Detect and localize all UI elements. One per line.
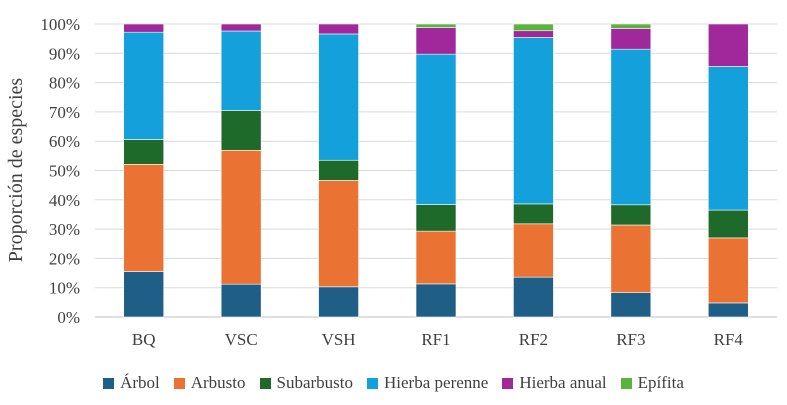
bar-segment [513,203,554,225]
y-tick-label: 0% [57,308,80,327]
bar-segment [220,110,262,151]
legend-label: Hierba anual [519,373,607,392]
legend-item: Epífita [620,373,684,393]
legend: Árbol Arbusto Subarbusto Hierba perenne Hier… [0,368,787,398]
legend-swatch [173,377,185,389]
bar-segment [610,204,652,226]
bar-segment [610,23,652,29]
y-tick-label: 70% [49,103,80,122]
legend-label: Subarbusto [276,373,354,392]
legend-item: Arbusto [173,373,246,393]
y-tick-label: 20% [49,249,80,268]
bar-segment [415,230,457,285]
x-tick-label: VSH [322,330,356,349]
x-tick-label: BQ [132,330,156,349]
legend-label: Arbusto [190,373,246,392]
bar-segment [318,180,359,288]
bar-segment [123,23,165,33]
legend-label: Árbol [120,373,160,392]
y-tick-label: 80% [49,74,80,93]
y-tick-label: 100% [40,15,80,34]
y-tick-labels: 0% 10% 20% 30% 40% 50% 60% 70% 80% 90% 100% [40,15,80,327]
bar-segment [513,37,554,205]
bar-segment [220,23,262,32]
bar-segment [123,139,165,165]
bar-segment [220,30,262,111]
legend-swatch [367,377,379,389]
bars [123,23,749,318]
legend-swatch [103,377,115,389]
y-tick-label: 10% [49,279,80,298]
bar-segment [123,164,165,272]
bar-segment [610,224,652,293]
bar-segment [513,276,554,318]
bar-segment [123,31,165,140]
y-tick-label: 60% [49,132,80,151]
legend-item: Árbol [103,373,160,393]
bar-segment [415,23,457,28]
x-tick-label: RF4 [714,330,744,349]
legend-item: Subarbusto [259,373,354,393]
bar-segment [318,23,359,35]
bar-segment [707,66,749,211]
bar-segment [318,33,359,161]
bar-segment [513,23,554,32]
x-tick-label: RF1 [421,330,450,349]
bar-segment [610,28,652,50]
legend-label: Epífita [637,373,684,392]
bar-segment [415,204,457,232]
y-tick-label: 40% [49,191,80,210]
bar-segment [220,283,262,318]
x-tick-label: RF2 [519,330,548,349]
bar-segment [318,286,359,318]
bar-segment [707,237,749,304]
legend-swatch [620,377,632,389]
legend-label: Hierba perenne [384,373,489,392]
legend-swatch [259,377,271,389]
bar-segment [610,292,652,318]
x-tick-labels: BQ VSC VSH RF1 RF2 RF3 RF4 [132,330,744,349]
bar-segment [610,48,652,206]
bar-segment [220,149,262,285]
bar-segment [123,271,165,318]
bar-segment [707,23,749,67]
bar-segment [415,53,457,205]
bar-segment [415,283,457,318]
legend-item: Hierba anual [502,373,607,393]
bar-segment [415,27,457,55]
y-tick-label: 30% [49,220,80,239]
bar-segment [707,302,749,318]
bar-segment [318,159,359,181]
y-tick-label: 90% [49,44,80,63]
legend-item: Hierba perenne [367,373,488,393]
bar-segment [513,223,554,278]
y-axis-label: Proporción de especies [5,78,27,263]
bar-segment [707,209,749,239]
legend-swatch [502,377,514,389]
x-tick-label: VSC [225,330,258,349]
x-tick-label: RF3 [616,330,645,349]
stacked-bar-chart: 0% 10% 20% 30% 40% 50% 60% 70% 80% 90% 100% BQ VSC V… [5,15,777,349]
y-tick-label: 50% [49,162,80,181]
bar-segment [513,30,554,38]
